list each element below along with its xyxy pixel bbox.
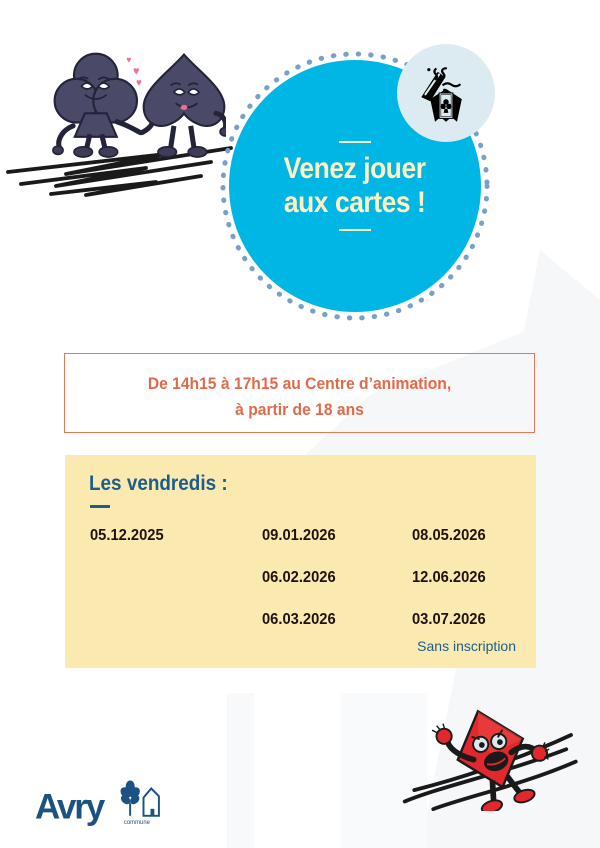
svg-text:commune: commune: [124, 820, 151, 826]
svg-text:Avry: Avry: [35, 788, 106, 827]
